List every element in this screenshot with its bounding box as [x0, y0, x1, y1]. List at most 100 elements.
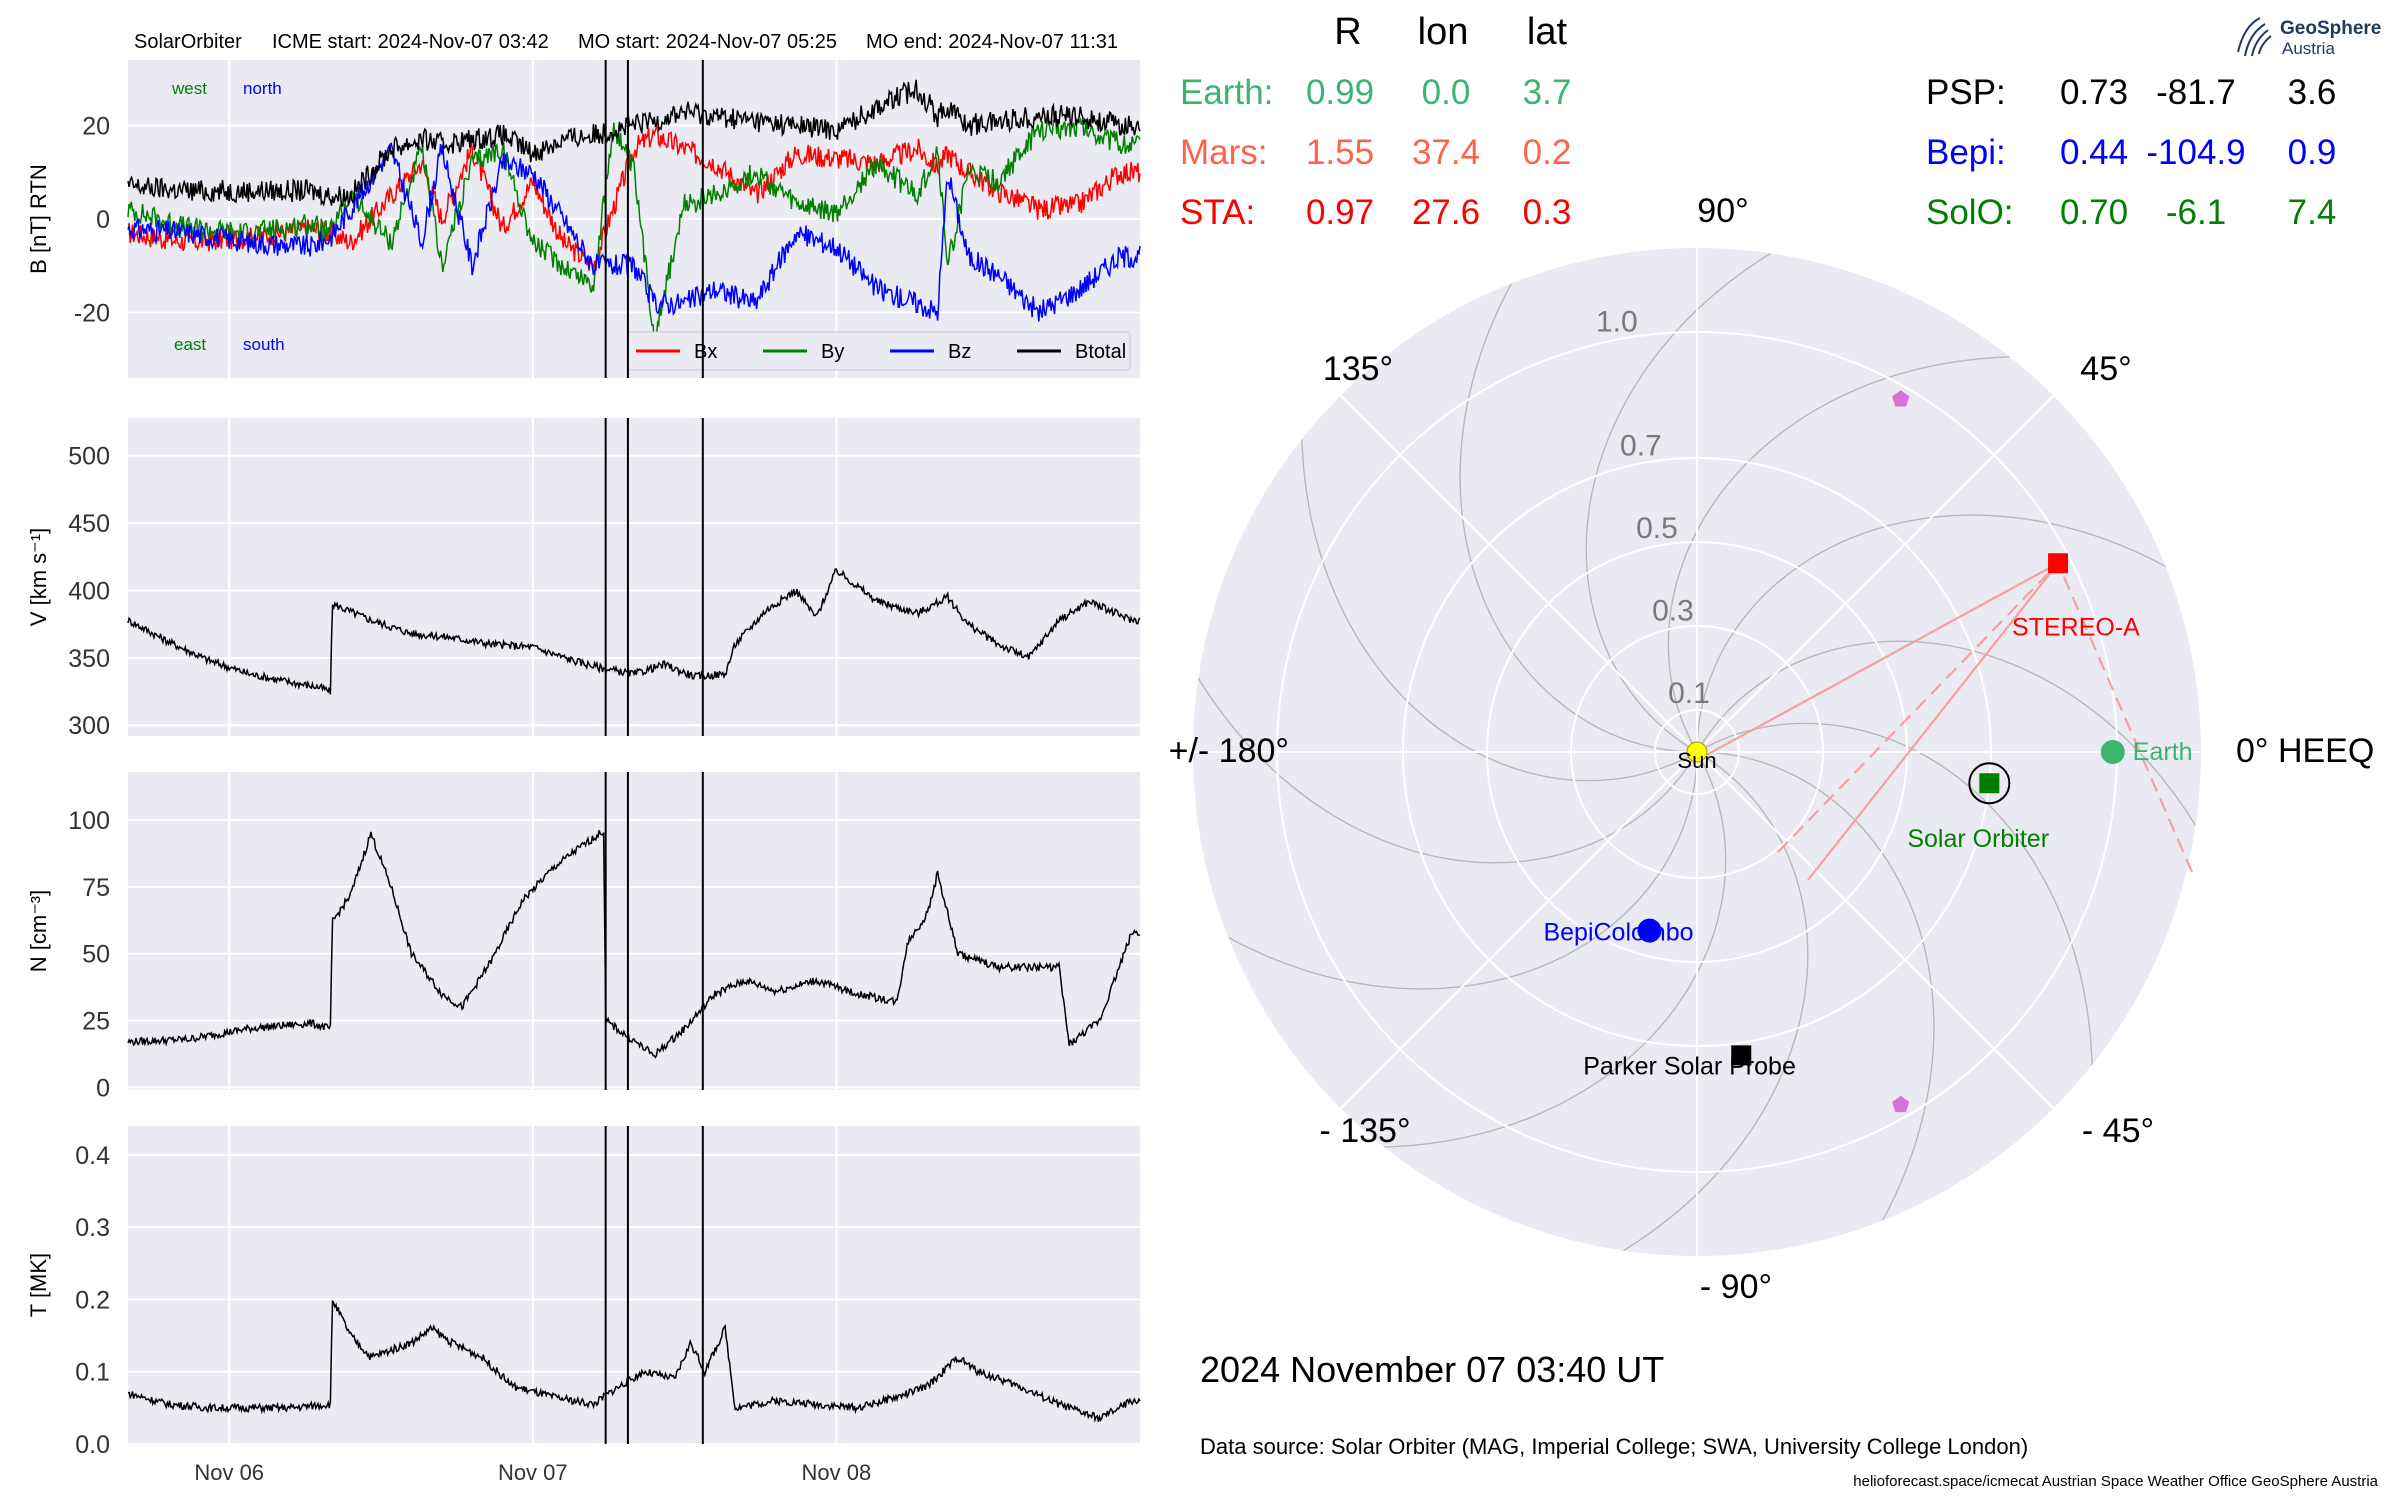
position-row-label-left: Earth: — [1180, 73, 1273, 112]
pentagon-marker — [1892, 1095, 1910, 1113]
x-tick-label: Nov 06 — [194, 1460, 264, 1485]
panel-density: 100 75 50 25 0 N [cm⁻³] — [26, 772, 1141, 1102]
radial-label: 0.1 — [1668, 677, 1710, 710]
angle-label-45: 45° — [2080, 350, 2131, 388]
angle-label-180: +/- 180° — [1169, 732, 1289, 770]
body-label: Solar Orbiter — [1907, 825, 2049, 853]
connection-lines — [1703, 562, 2194, 881]
y-tick-label: 25 — [82, 1008, 110, 1036]
body-marker — [1686, 741, 1708, 763]
geosphere-logo: GeoSphere Austria — [2237, 17, 2381, 58]
panel-ylabel: V [km s⁻¹] — [26, 528, 51, 626]
connection-line — [1807, 562, 2059, 881]
position-row-label-left: Mars: — [1180, 133, 1268, 172]
panel-yticks: 100 75 50 25 0 — [68, 807, 110, 1102]
angular-spoke — [1339, 751, 1698, 1110]
y-tick-label: 0.3 — [75, 1214, 110, 1242]
panel-grid — [128, 418, 1140, 736]
position-value: 0.44 — [2060, 133, 2128, 172]
body-marker — [1731, 1045, 1752, 1066]
position-value: 0.97 — [1306, 193, 1374, 232]
radial-label: 1.0 — [1596, 306, 1638, 339]
panel-grid — [128, 1126, 1140, 1445]
panel-yticks: 500 450 400 350 300 — [68, 443, 110, 740]
angle-label-0: 0° HEEQ — [2236, 732, 2374, 770]
y-tick-label: 20 — [82, 112, 110, 140]
position-row-label-right: SolO: — [1926, 193, 2014, 232]
body-label: Parker Solar Probe — [1583, 1052, 1796, 1080]
position-value: 27.6 — [1412, 193, 1480, 232]
position-value: -81.7 — [2156, 73, 2236, 112]
x-tick-label: Nov 07 — [498, 1460, 568, 1485]
position-row-label-left: STA: — [1180, 193, 1255, 232]
body-label: Sun — [1677, 748, 1716, 773]
panel-ylabel: B [nT] RTN — [26, 164, 51, 274]
panel-grid — [128, 772, 1140, 1090]
panel-yticks: 0.4 0.3 0.2 0.1 0.0 — [75, 1142, 110, 1459]
column-header-r: R — [1334, 11, 1361, 53]
legend-label: Btotal — [1075, 341, 1126, 363]
angular-spoke — [1696, 751, 2055, 1110]
series-line-value — [127, 568, 1141, 695]
connection-line — [1703, 562, 2059, 758]
series-line-value — [127, 830, 1141, 1059]
y-tick-label: 500 — [68, 443, 110, 471]
position-value: -104.9 — [2146, 133, 2245, 172]
x-tick-label: Nov 08 — [802, 1460, 872, 1485]
body-label: BepiColombo — [1543, 919, 1693, 947]
position-row-label-right: PSP: — [1926, 73, 2006, 112]
position-table: R lon lat Earth: 0.99 0.0 3.7 Mars: 1.55 37.4 0… — [1180, 11, 2336, 232]
timestamp: 2024 November 07 03:40 UT — [1200, 1349, 1664, 1390]
y-tick-label: 0 — [96, 206, 110, 234]
position-value: 3.6 — [2288, 73, 2337, 112]
series-line-Bz — [127, 142, 1141, 322]
position-value: 0.0 — [1422, 73, 1471, 112]
y-tick-label: 350 — [68, 645, 110, 673]
y-tick-label: 450 — [68, 510, 110, 538]
angle-label-minus-90: - 90° — [1700, 1268, 1772, 1306]
logo-line1: GeoSphere — [2280, 18, 2381, 39]
credits: helioforecast.space/icmecat Austrian Spa… — [1853, 1473, 2378, 1490]
legend: Bx By Bz Btotal — [627, 331, 1131, 371]
connection-line-dashed — [2057, 562, 2194, 873]
position-value: -6.1 — [2166, 193, 2226, 232]
panel-ylabel: T [MK] — [26, 1253, 51, 1317]
panel-velocity: 500 450 400 350 300 V [km s⁻¹] — [26, 418, 1141, 740]
angular-grid — [1193, 248, 2201, 1256]
angle-label-90: 90° — [1697, 192, 1748, 230]
column-header-lon: lon — [1418, 11, 1469, 53]
body-marker — [1637, 918, 1662, 943]
pentagon-marker — [1892, 390, 1910, 407]
legend-label: Bz — [948, 341, 971, 363]
header-mo-end: MO end: 2024-Nov-07 11:31 — [866, 31, 1118, 53]
annotation-south: south — [243, 335, 285, 354]
position-value: 0.73 — [2060, 73, 2128, 112]
position-value: 3.7 — [1523, 73, 1572, 112]
y-tick-label: 300 — [68, 712, 110, 740]
position-value: 0.3 — [1523, 193, 1572, 232]
header-spacecraft: SolarOrbiter — [134, 31, 242, 53]
panel-series — [127, 568, 1141, 695]
data-source: Data source: Solar Orbiter (MAG, Imperia… — [1200, 1434, 2028, 1459]
body-label: STEREO-A — [2012, 613, 2140, 641]
y-tick-label: 0.2 — [75, 1286, 110, 1314]
polar-plot: 0.1 0.3 0.5 0.7 1.0 Sun Earth STEREO-A Solar Or… — [1169, 192, 2375, 1306]
annotation-east: east — [174, 335, 206, 354]
header-icme-start: ICME start: 2024-Nov-07 03:42 — [272, 31, 549, 53]
angle-label-135: 135° — [1323, 350, 1393, 388]
radial-label: 0.7 — [1620, 429, 1662, 462]
y-tick-label: -20 — [74, 300, 110, 328]
body-label: Earth — [2133, 738, 2193, 766]
radial-label: 0.5 — [1636, 512, 1678, 545]
header-mo-start: MO start: 2024-Nov-07 05:25 — [578, 31, 837, 53]
y-tick-label: 0.1 — [75, 1359, 110, 1387]
logo-swirl-icon — [2237, 17, 2272, 57]
y-tick-label: 0 — [96, 1074, 110, 1102]
y-tick-label: 100 — [68, 807, 110, 835]
y-tick-label: 0.4 — [75, 1142, 110, 1170]
connection-line-dashed — [1777, 562, 2059, 853]
angular-spoke — [1339, 394, 1698, 753]
panel-background — [128, 1126, 1140, 1444]
radial-labels: 0.1 0.3 0.5 0.7 1.0 — [1596, 306, 1710, 710]
angle-label-minus-45: - 45° — [2082, 1112, 2154, 1150]
